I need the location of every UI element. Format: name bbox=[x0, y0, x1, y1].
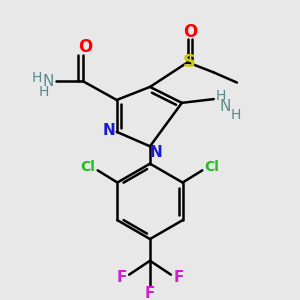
Text: S: S bbox=[183, 53, 196, 71]
Text: F: F bbox=[116, 270, 127, 285]
Text: N: N bbox=[220, 99, 231, 114]
Text: N: N bbox=[103, 123, 116, 138]
Text: N: N bbox=[43, 74, 54, 88]
Text: F: F bbox=[145, 286, 155, 300]
Text: Cl: Cl bbox=[204, 160, 219, 175]
Text: H: H bbox=[216, 89, 226, 103]
Text: F: F bbox=[173, 270, 184, 285]
Text: H: H bbox=[230, 108, 241, 122]
Text: H: H bbox=[32, 71, 42, 85]
Text: O: O bbox=[183, 22, 198, 40]
Text: H: H bbox=[38, 85, 49, 99]
Text: Cl: Cl bbox=[81, 160, 96, 175]
Text: O: O bbox=[79, 38, 93, 56]
Text: N: N bbox=[149, 145, 162, 160]
